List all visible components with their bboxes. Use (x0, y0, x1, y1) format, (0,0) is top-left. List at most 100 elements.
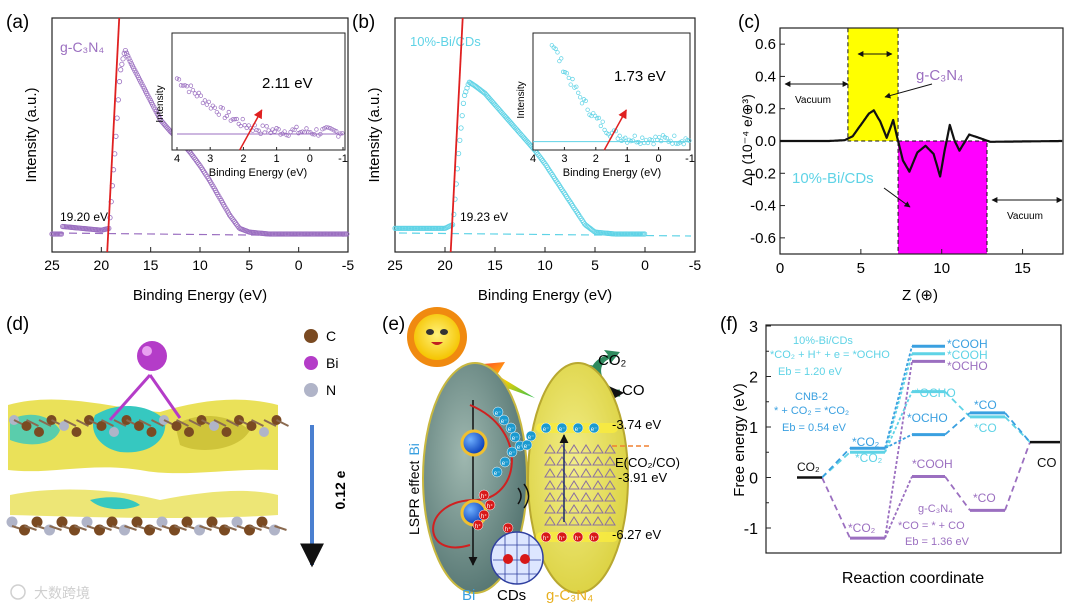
bond (38, 419, 52, 427)
bicds-pointer-arrow (883, 187, 911, 208)
bond (124, 525, 137, 531)
level-label: *CO (974, 421, 997, 435)
atom (59, 421, 69, 431)
atom (31, 516, 43, 528)
level-label: *CO (974, 398, 997, 412)
inset-data-point (190, 87, 196, 93)
inset-data-point (202, 98, 208, 103)
onset-tangent-line (449, 17, 464, 253)
carrier-label: h⁺ (481, 513, 488, 520)
atom (259, 427, 269, 437)
carrier-label: e⁻ (524, 444, 531, 450)
atom (131, 516, 143, 528)
data-point (457, 137, 463, 143)
hole (478, 509, 490, 521)
y-axis-label-b: Intensity (a.u.) (366, 87, 383, 182)
inset-data-point (681, 141, 686, 147)
inset-data-point (232, 117, 237, 122)
electron (556, 422, 568, 434)
gcn-lattice-unit (544, 492, 556, 502)
bond (63, 419, 77, 427)
inset-x-tick-label: 0 (307, 153, 313, 165)
vacuum-label-left: Vacuum (795, 95, 831, 106)
data-point (127, 58, 133, 64)
level-label: CO₂ (797, 460, 820, 474)
atom (81, 516, 93, 528)
carrier-label: e⁻ (543, 427, 550, 433)
x-tick-label: 20 (94, 257, 110, 273)
atom (21, 421, 32, 431)
bond (249, 525, 262, 531)
inset-data-point (242, 123, 247, 128)
x-tick-label: 15 (143, 257, 159, 273)
x-axis-label-a: Binding Energy (eV) (133, 287, 267, 304)
panel-label-e: (e) (382, 314, 405, 335)
panel-label-d: (d) (6, 314, 29, 335)
baseline-dashed (55, 232, 345, 237)
lspr-bi-text: Bi (406, 443, 422, 455)
cds-caption: CDs (497, 587, 526, 604)
connector (821, 451, 851, 479)
gcn-lattice-unit (580, 504, 592, 514)
structure-render (6, 341, 289, 585)
inset-data-point (234, 116, 239, 122)
onset-label-b: 19.23 eV (460, 210, 508, 224)
x-tick-label: 20 (437, 257, 453, 273)
series-label-b: 10%-Bi/CDs (410, 34, 481, 49)
carrier-label: e⁻ (501, 419, 508, 425)
legend-label: C (326, 328, 336, 344)
inset-data-point (334, 129, 339, 134)
inset-x-tick-label: -1 (685, 153, 695, 165)
y-tick-label: 0.6 (755, 36, 776, 53)
connector (944, 475, 971, 511)
atom (246, 421, 257, 431)
x-axis-label-b: Binding Energy (eV) (478, 287, 612, 304)
inset-data-point (198, 93, 204, 98)
inset-data-point (184, 84, 190, 89)
inset-data-point (324, 125, 329, 130)
x-tick-label: 10 (192, 257, 208, 273)
inset-data-point (268, 130, 273, 136)
watermark: 大数跨境 (34, 585, 90, 601)
carrier-label: e⁻ (495, 411, 502, 417)
redox-energy-label: -3.91 eV (618, 470, 667, 485)
charge-density-curve (779, 109, 1063, 178)
bond (263, 419, 277, 427)
inset-data-point (598, 123, 603, 129)
legend-atom-n (304, 383, 318, 397)
x-tick-label: 0 (295, 257, 303, 273)
inset-data-point (182, 83, 188, 88)
data-point (464, 85, 470, 91)
reaction-annotation: * + CO₂ = *CO₂ (774, 405, 849, 417)
panel-label-c: (c) (738, 12, 760, 33)
region-label-bicds: 10%-Bi/CDs (792, 170, 874, 187)
inset-onset-arrow (239, 109, 263, 151)
panel-label-b: (b) (352, 12, 375, 33)
x-tick-label: 5 (245, 257, 253, 273)
data-point (122, 47, 129, 54)
gcn-lattice-unit (604, 444, 616, 454)
inset-x-tick-label: 1 (274, 153, 280, 165)
inset-data-point (332, 128, 337, 133)
gcn-lattice-unit (592, 468, 604, 478)
panel-f-free-energy: (f) 3 2 1 0 -1 CO₂ CO *CO₂ *COOH *CO *OCHO *CO₂ *OC… (720, 314, 1062, 587)
hole (484, 499, 496, 511)
inset-x-tick-label: -1 (338, 153, 348, 165)
gcn-lattice-unit (580, 444, 592, 454)
inset-data-point (320, 127, 325, 132)
lspr-text: LSPR effect (406, 460, 422, 535)
electron (525, 430, 537, 442)
atom (181, 516, 193, 528)
gcn-lattice-unit (604, 516, 616, 526)
data-point (541, 159, 547, 165)
inset-y-label-b: Intensity (516, 81, 527, 118)
connector (1004, 441, 1031, 511)
carrier-label: e⁻ (509, 451, 516, 457)
inset-data-point (640, 135, 645, 140)
level-label: *COOH (912, 457, 953, 471)
atom (146, 427, 157, 437)
bi-caption: Bi (462, 587, 475, 604)
connector (821, 477, 851, 539)
inset-data-point (583, 98, 588, 104)
